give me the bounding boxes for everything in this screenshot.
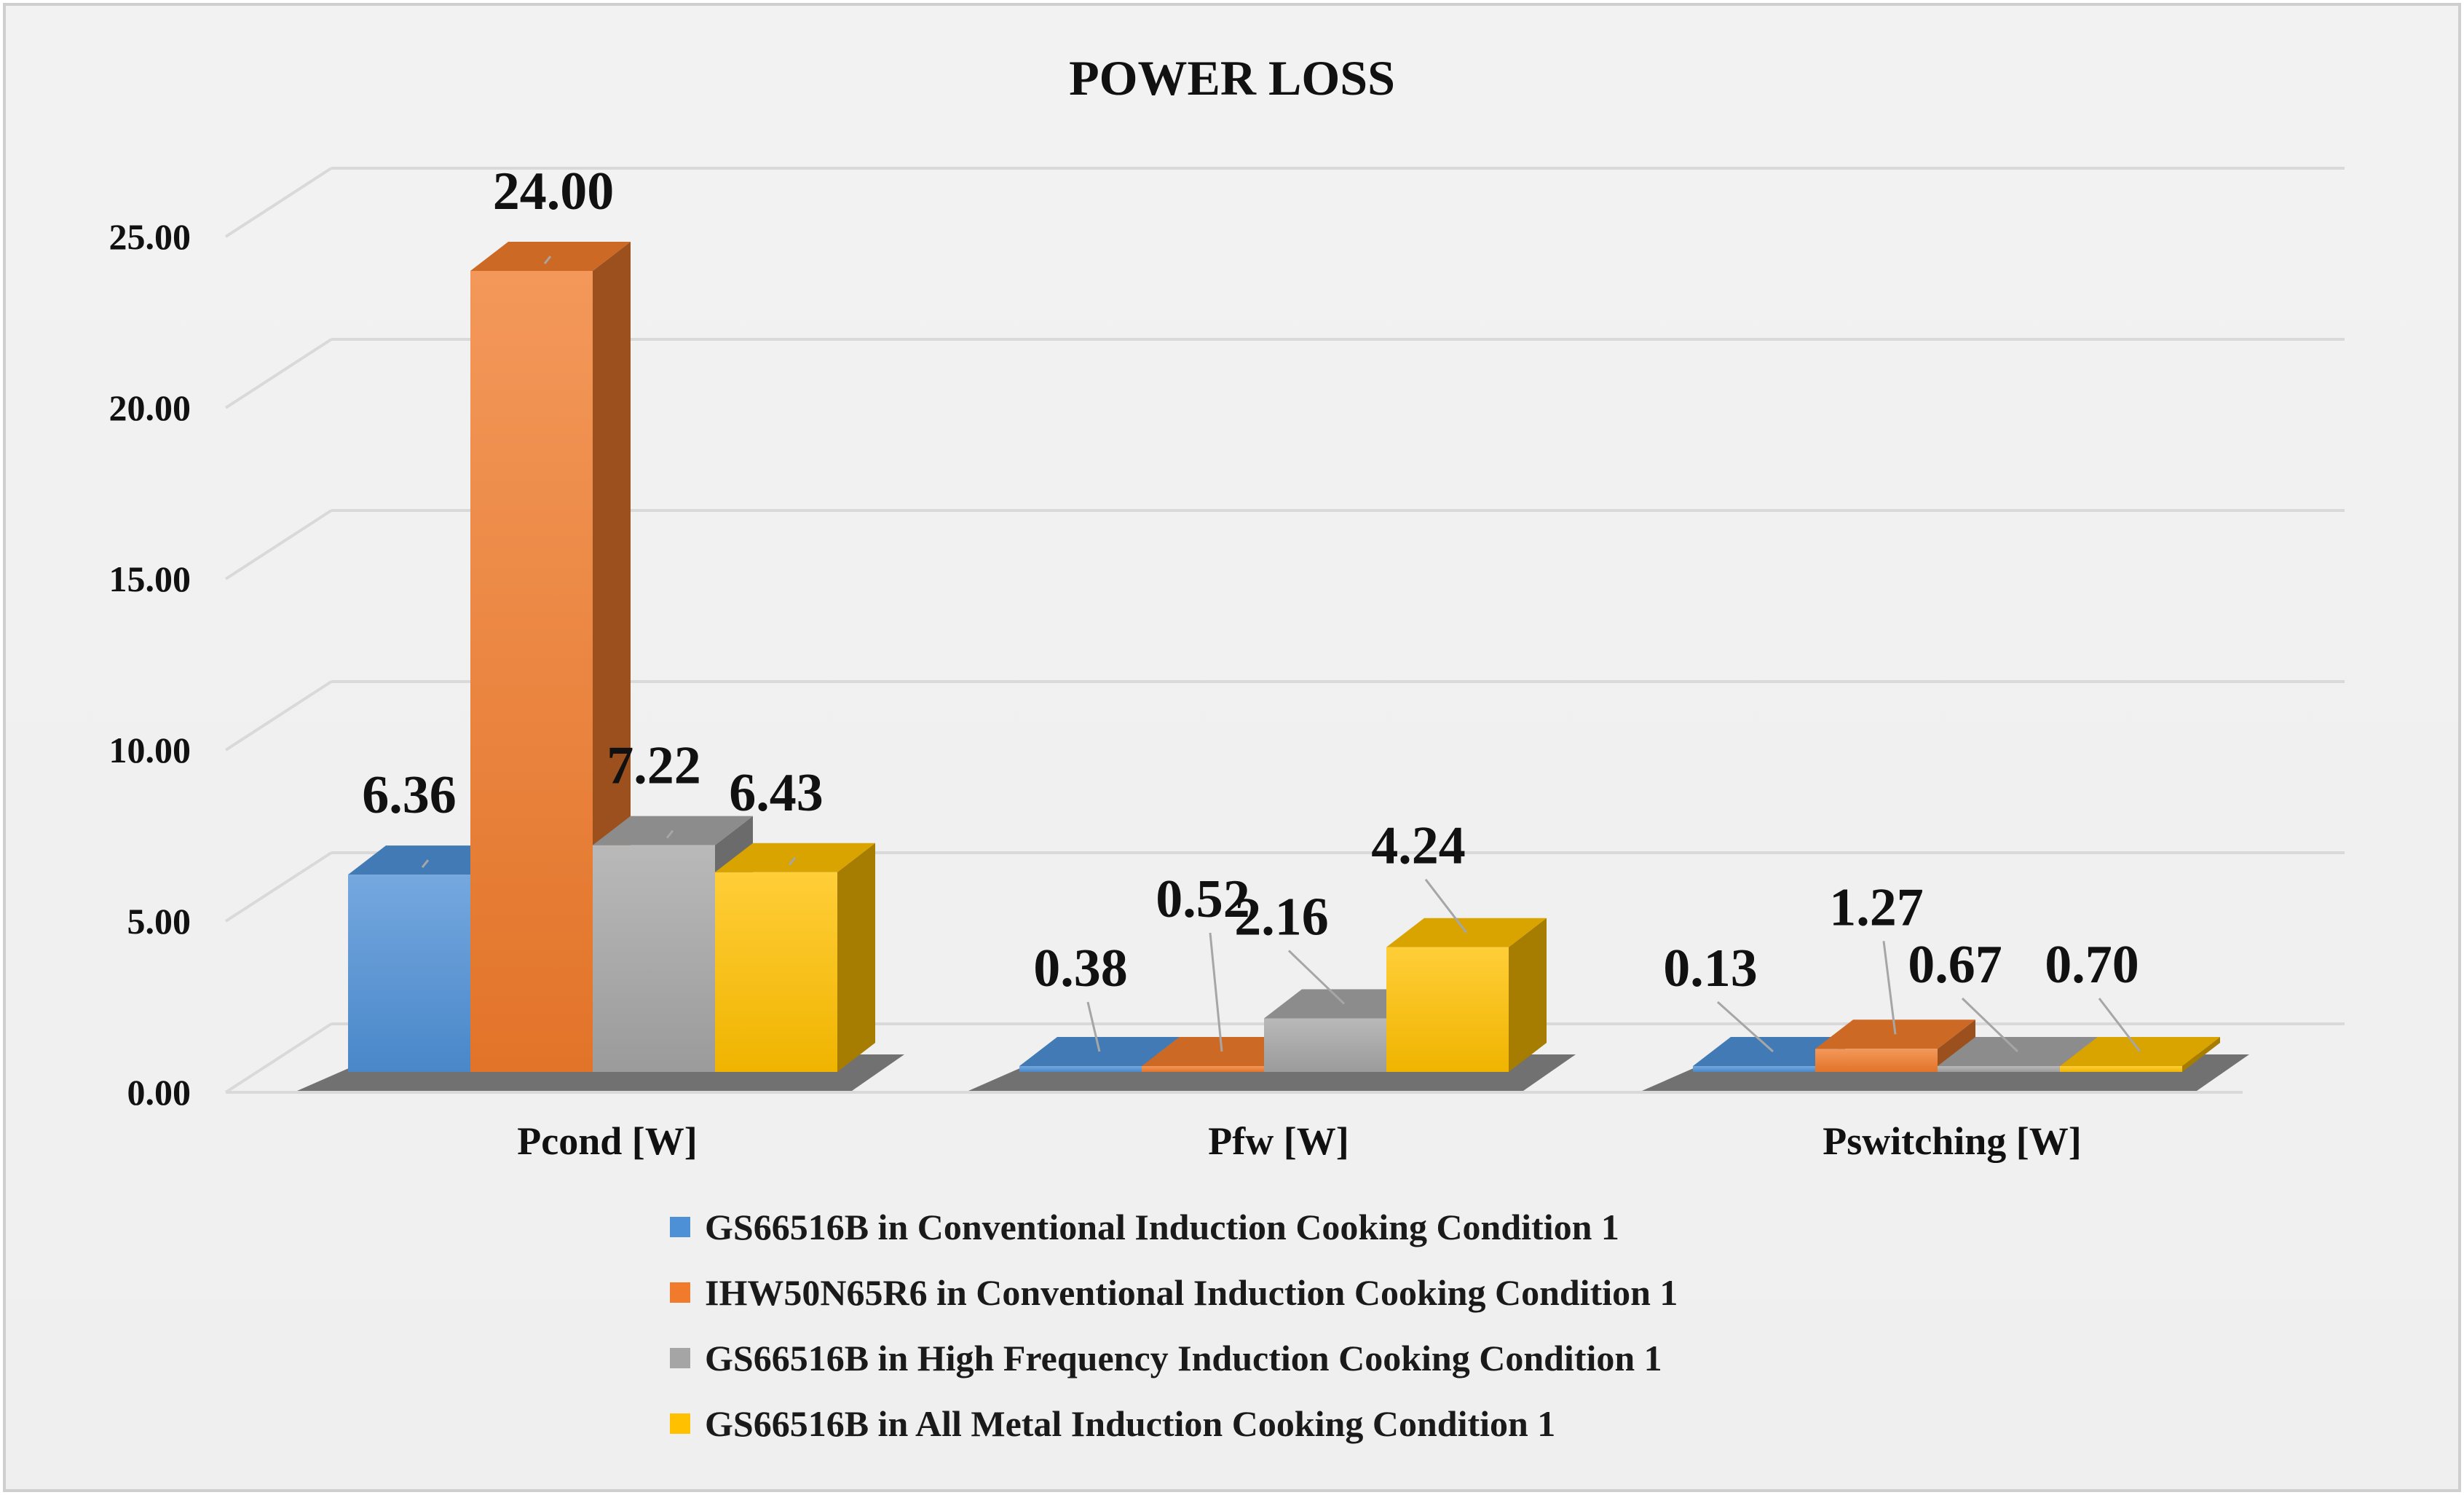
y-tick-label: 25.00 bbox=[109, 216, 191, 257]
bar-front bbox=[2060, 1066, 2182, 1072]
y-tick-label: 20.00 bbox=[109, 387, 191, 428]
data-label: 0.13 bbox=[1663, 939, 1758, 998]
data-label: 0.67 bbox=[1908, 935, 2002, 995]
gridline-diagonal bbox=[224, 338, 333, 409]
data-labels: 6.36 24.00 7.22 6.43 0.38 0.522.16 4.24 0.13 1.2… bbox=[362, 162, 2141, 1053]
bar-front bbox=[1815, 1049, 1938, 1072]
legend-item: IHW50N65R6 in Conventional Induction Coo… bbox=[670, 1260, 1678, 1325]
leader-line bbox=[421, 859, 430, 869]
bar-front bbox=[1938, 1066, 2060, 1072]
legend-item: GS66516B in High Frequency Induction Coo… bbox=[670, 1325, 1678, 1391]
legend-item: GS66516B in All Metal Induction Cooking … bbox=[670, 1391, 1678, 1456]
data-label: 0.52 bbox=[1156, 869, 1250, 929]
bar bbox=[1264, 989, 1424, 1072]
bar-front bbox=[715, 872, 837, 1072]
gridline-diagonal bbox=[224, 509, 333, 580]
bar bbox=[715, 843, 875, 1072]
legend-swatch-orange bbox=[670, 1282, 690, 1303]
legend-label: IHW50N65R6 in Conventional Induction Coo… bbox=[705, 1272, 1678, 1313]
chart-title: POWER LOSS bbox=[1069, 50, 1395, 106]
legend-swatch-blue bbox=[670, 1217, 690, 1237]
bar-front bbox=[1264, 1018, 1386, 1072]
leader-line bbox=[788, 856, 797, 866]
bar bbox=[1386, 918, 1547, 1072]
bar-side bbox=[1509, 918, 1547, 1072]
legend-label: GS66516B in All Metal Induction Cooking … bbox=[705, 1403, 1556, 1444]
data-label: 0.70 bbox=[2045, 935, 2139, 995]
legend-item: GS66516B in Conventional Induction Cooki… bbox=[670, 1194, 1678, 1260]
data-label: 0.38 bbox=[1033, 939, 1128, 998]
y-tick-label: 5.00 bbox=[127, 901, 191, 942]
legend: GS66516B in Conventional Induction Cooki… bbox=[670, 1194, 1678, 1456]
data-label: 1.27 bbox=[1829, 877, 1924, 937]
x-category-label: Pcond [W] bbox=[517, 1119, 697, 1163]
leader-line bbox=[666, 829, 674, 839]
chart-background bbox=[3, 3, 2461, 1492]
leader-line bbox=[1287, 950, 1346, 1005]
gridline-diagonal bbox=[224, 167, 333, 238]
y-axis-tick-labels: 0.00 5.00 10.00 15.00 20.00 25.00 bbox=[109, 216, 191, 1113]
leader-line bbox=[1961, 997, 2019, 1053]
leader-line bbox=[1882, 941, 1897, 1035]
bars bbox=[348, 242, 2220, 1072]
gridlines bbox=[224, 167, 2345, 1094]
data-label: 6.43 bbox=[729, 763, 824, 823]
y-tick-label: 15.00 bbox=[109, 559, 191, 599]
data-label: 2.16 bbox=[1234, 887, 1329, 947]
bar-front bbox=[1142, 1066, 1264, 1072]
x-category-label: Pfw [W] bbox=[1208, 1119, 1349, 1163]
legend-label: GS66516B in Conventional Induction Cooki… bbox=[705, 1207, 1619, 1247]
y-tick-label: 10.00 bbox=[109, 730, 191, 770]
x-axis-category-labels: Pcond [W] Pfw [W] Pswitching [W] bbox=[517, 1119, 2081, 1163]
leader-line bbox=[1086, 1001, 1101, 1052]
y-tick-label: 0.00 bbox=[127, 1072, 191, 1113]
bar-side bbox=[2182, 1037, 2220, 1072]
bar-front bbox=[1386, 947, 1509, 1072]
bar-front bbox=[470, 271, 593, 1072]
data-label: 7.22 bbox=[607, 736, 701, 796]
legend-swatch-gray bbox=[670, 1348, 690, 1368]
bar-front bbox=[1019, 1066, 1142, 1072]
legend-swatch-yellow bbox=[670, 1413, 690, 1434]
bar-front bbox=[1693, 1066, 1815, 1072]
data-label: 6.36 bbox=[362, 765, 457, 825]
leader-line bbox=[1716, 1001, 1774, 1053]
leader-line bbox=[1209, 932, 1223, 1052]
bar-side bbox=[837, 843, 875, 1072]
gridline-diagonal bbox=[224, 1022, 333, 1094]
bar-front bbox=[593, 845, 715, 1072]
legend-label: GS66516B in High Frequency Induction Coo… bbox=[705, 1338, 1662, 1378]
leader-line bbox=[1424, 878, 1468, 934]
bar-front bbox=[348, 875, 470, 1072]
data-label: 24.00 bbox=[493, 162, 615, 221]
data-label: 4.24 bbox=[1371, 816, 1466, 876]
gridline-diagonal bbox=[224, 851, 333, 923]
x-category-label: Pswitching [W] bbox=[1823, 1119, 2081, 1163]
leader-line bbox=[543, 256, 552, 264]
leader-line bbox=[2098, 998, 2141, 1052]
gridline-diagonal bbox=[224, 680, 333, 752]
